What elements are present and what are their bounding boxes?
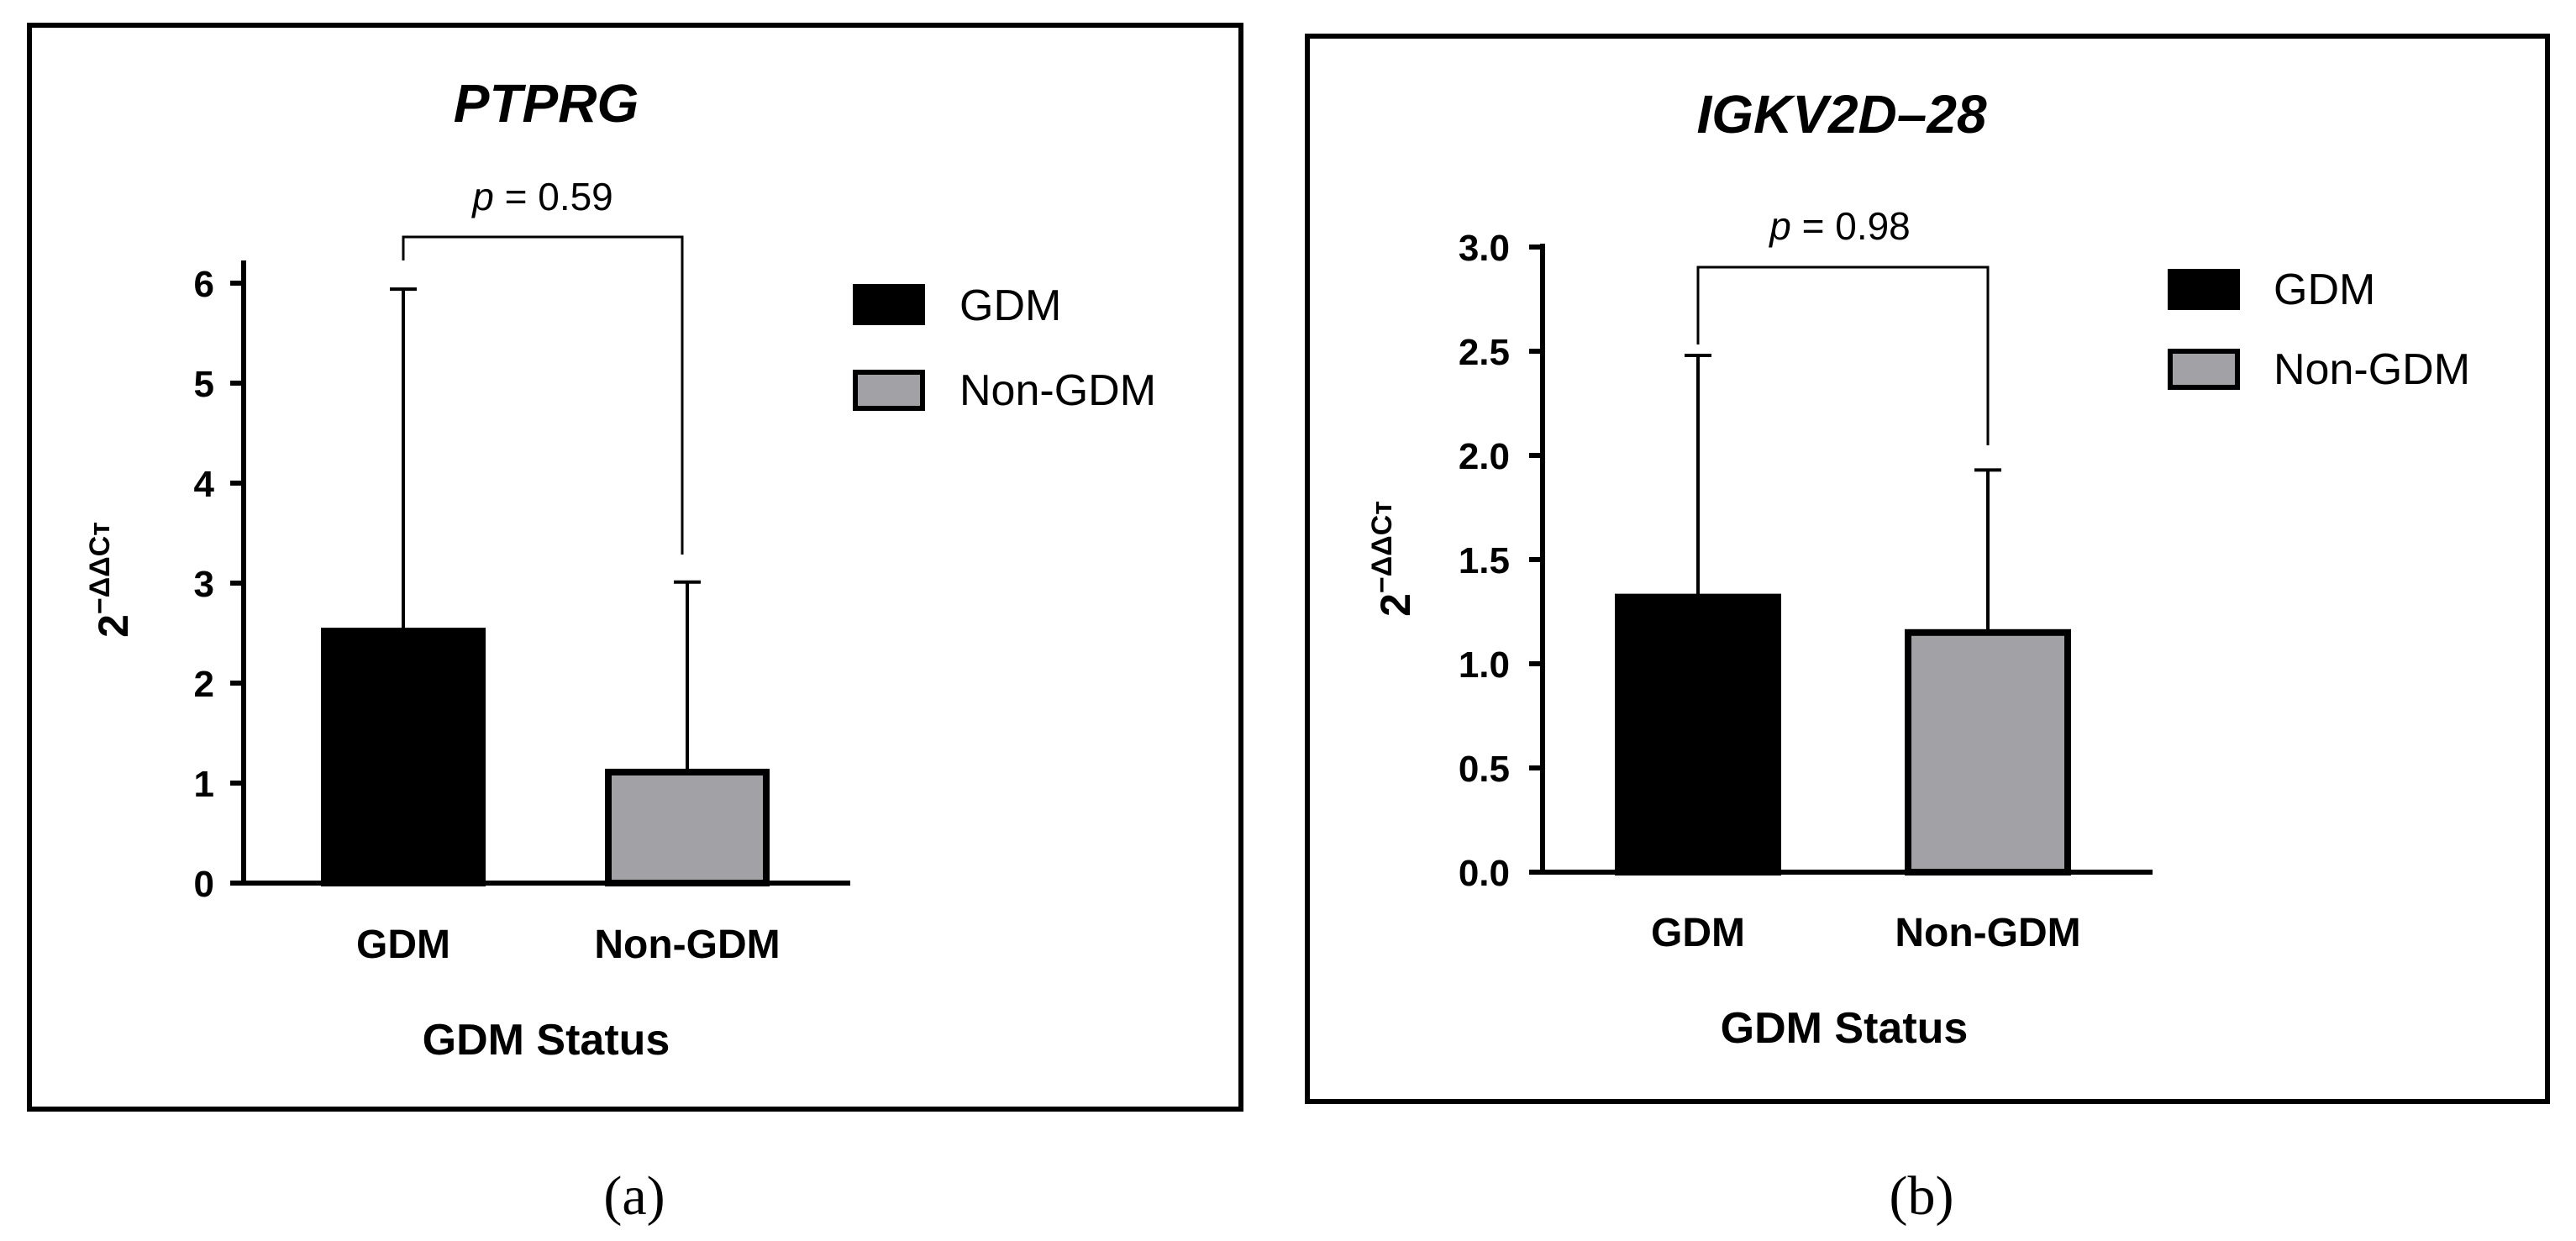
panel-b-title: IGKV2D–28 xyxy=(1696,84,1986,145)
panel-b-p-value: p = 0.98 xyxy=(1768,204,1911,248)
panel-b-ytick-label: 0.0 xyxy=(1459,853,1510,894)
panel-b-xtick-label-non-gdm: Non-GDM xyxy=(1895,911,2080,955)
panel-b-y-label: 2−ΔΔCт xyxy=(1366,501,1419,617)
panel-a-frame xyxy=(27,23,1243,1112)
panel-b-ytick-label: 2.5 xyxy=(1459,332,1510,373)
panel-a-legend-swatch-gdm xyxy=(853,284,925,325)
panel-a-legend: GDM Non-GDM xyxy=(853,281,1156,415)
panel-b-legend-swatch-non-gdm xyxy=(2168,349,2240,390)
panel-b-ytick-label: 0.5 xyxy=(1459,749,1510,790)
panel-a-bar-gdm xyxy=(321,628,486,886)
panel-b-bar-non-gdm xyxy=(1905,628,2071,876)
panel-a-bar-non-gdm xyxy=(605,768,770,886)
panel-a-ytick-label: 6 xyxy=(194,264,214,305)
panel-a-label: (a) xyxy=(603,1165,665,1227)
panel-a-xtick-label-non-gdm: Non-GDM xyxy=(594,923,780,967)
panel-a-legend-label-gdm: GDM xyxy=(959,281,1061,330)
panel-a: PTPRG 0 1 2 3 4 5 6 2−ΔΔCт xyxy=(27,23,1243,1227)
panel-b-legend-label-non-gdm: Non-GDM xyxy=(2274,345,2470,394)
panel-a-ytick-label: 1 xyxy=(194,764,214,805)
panel-b-legend-label-gdm: GDM xyxy=(2274,266,2375,314)
panel-b-legend: GDM Non-GDM xyxy=(2168,266,2470,394)
panel-a-ytick-label: 5 xyxy=(194,364,214,405)
panel-b: IGKV2D–28 0.0 0.5 1.0 1.5 2.0 2.5 3.0 2−… xyxy=(1305,34,2550,1227)
panel-b-significance-bracket xyxy=(1696,266,1990,445)
panel-b-frame xyxy=(1305,34,2550,1104)
panel-a-title: PTPRG xyxy=(454,73,639,134)
panel-b-x-label: GDM Status xyxy=(1721,1004,1969,1053)
panel-a-ytick-label: 3 xyxy=(194,564,214,605)
panel-a-y-ticks: 0 1 2 3 4 5 6 xyxy=(194,264,244,905)
panel-b-ytick-label: 1.0 xyxy=(1459,644,1510,686)
panel-a-p-value: p = 0.59 xyxy=(471,175,613,218)
panel-b-ytick-label: 3.0 xyxy=(1459,228,1510,269)
panel-a-x-label: GDM Status xyxy=(423,1016,670,1065)
panel-a-legend-label-non-gdm: Non-GDM xyxy=(959,366,1156,415)
panel-a-legend-swatch-non-gdm xyxy=(853,370,925,411)
panel-b-ytick-label: 1.5 xyxy=(1459,540,1510,581)
panel-b-ytick-label: 2.0 xyxy=(1459,436,1510,477)
panel-b-y-ticks: 0.0 0.5 1.0 1.5 2.0 2.5 3.0 xyxy=(1459,228,1543,894)
panel-a-ytick-label: 2 xyxy=(194,664,214,705)
panel-a-ytick-label: 0 xyxy=(194,864,214,905)
panel-b-xtick-label-gdm: GDM xyxy=(1651,911,1745,955)
panel-b-bar-gdm xyxy=(1615,593,1781,876)
panel-a-ytick-label: 4 xyxy=(194,464,215,505)
panel-b-legend-swatch-gdm xyxy=(2168,269,2240,310)
panel-b-label: (b) xyxy=(1890,1165,1954,1227)
panel-a-xtick-label-gdm: GDM xyxy=(356,923,450,967)
panel-a-y-label: 2−ΔΔCт xyxy=(84,522,137,638)
panel-a-significance-bracket xyxy=(402,235,684,555)
